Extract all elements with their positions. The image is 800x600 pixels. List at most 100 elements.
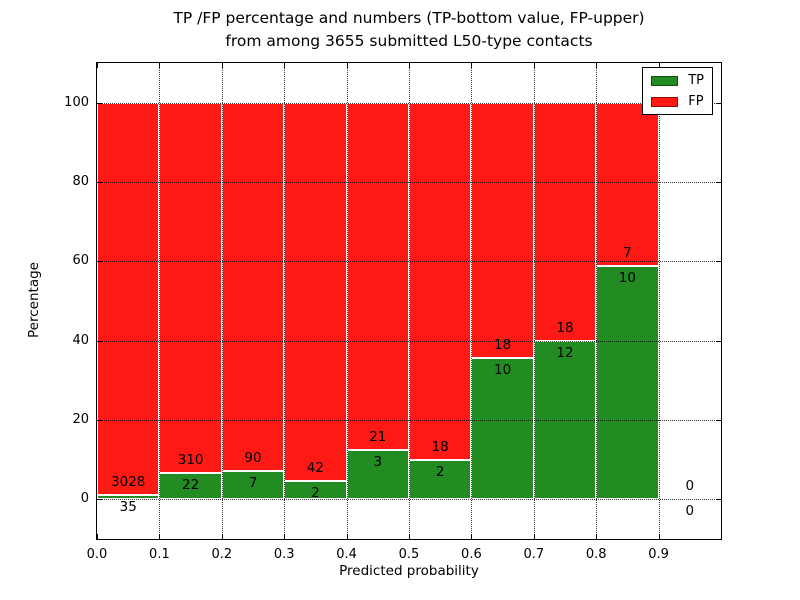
fp-bar: [596, 102, 659, 266]
fp-count-label: 18: [431, 438, 449, 455]
x-tick-label: 0.3: [273, 547, 295, 562]
x-tick-bottom: [97, 534, 98, 539]
x-tick-bottom: [658, 534, 660, 539]
x-tick-label: 0.7: [523, 547, 545, 562]
x-tick-top: [409, 63, 410, 68]
legend-swatch-tp: [651, 75, 679, 86]
x-gridline: [159, 63, 161, 539]
x-axis-label: Predicted probability: [339, 563, 479, 579]
x-tick-top: [346, 63, 348, 68]
x-tick-top: [533, 63, 535, 68]
tp-count-label: 2: [435, 463, 445, 480]
tp-count-label: 12: [556, 344, 574, 361]
y-tick-left: [97, 102, 102, 104]
x-tick-bottom: [596, 534, 598, 539]
x-gridline: [284, 63, 286, 539]
y-tick-label: 0: [80, 491, 89, 507]
y-tick-label: 100: [64, 94, 89, 110]
fp-count-label: 310: [177, 452, 204, 469]
y-tick-label: 60: [72, 253, 89, 269]
fp-bar: [97, 102, 160, 495]
fp-count-label: 18: [556, 319, 574, 336]
tp-count-label: 0: [685, 503, 695, 520]
x-gridline: [221, 63, 223, 539]
x-tick-top: [284, 63, 286, 68]
x-tick-label: 0.5: [398, 547, 420, 562]
legend-label-tp: TP: [688, 73, 704, 88]
plot-area: TP FP 3028 35 310 22 90 7 42 2 21 3 18 2 18 10 18 12 7 10 0…: [64, 62, 722, 562]
y-tick-label: 80: [72, 174, 89, 189]
fp-count-label: 21: [369, 428, 387, 445]
tp-bar: [159, 473, 222, 500]
x-tick-bottom: [221, 534, 223, 539]
x-tick-label: 0.8: [585, 547, 607, 562]
fp-bar: [346, 102, 409, 450]
x-tick-bottom: [159, 534, 161, 539]
y-tick-label: 40: [72, 332, 89, 348]
fp-bar: [471, 102, 534, 358]
fp-bar: [409, 102, 472, 460]
x-gridline: [658, 63, 660, 539]
x-tick-bottom: [533, 534, 535, 539]
x-gridline: [346, 63, 348, 539]
legend-row: FP: [651, 95, 704, 108]
y-tick-left: [97, 261, 102, 263]
y-tick-right: [716, 340, 721, 342]
y-tick-left: [97, 420, 102, 421]
tp-bar: [596, 266, 659, 500]
x-tick-top: [471, 63, 473, 68]
x-gridline: [409, 63, 410, 539]
fp-bar: [533, 102, 597, 341]
x-gridline: [533, 63, 535, 539]
fp-bar: [159, 102, 222, 474]
legend-swatch-fp: [651, 96, 679, 107]
x-gridline: [596, 63, 598, 539]
x-tick-top: [159, 63, 161, 68]
y-tick-left: [97, 499, 102, 501]
fp-count-label: 0: [685, 478, 695, 495]
x-tick-bottom: [284, 534, 286, 539]
y-tick-left: [97, 182, 102, 183]
x-tick-top: [221, 63, 223, 68]
fp-count-label: 90: [244, 449, 262, 466]
x-tick-label: 0.1: [149, 547, 170, 562]
tp-count-label: 10: [618, 270, 636, 286]
tp-count-label: 2: [311, 485, 320, 502]
x-tick-bottom: [346, 534, 348, 539]
tp-count-label: 3: [373, 453, 383, 470]
fp-count-label: 18: [494, 336, 512, 353]
fp-count-label: 42: [306, 460, 324, 477]
y-tick-right: [716, 420, 721, 421]
x-tick-top: [596, 63, 598, 68]
tp-count-label: 10: [494, 361, 512, 378]
x-tick-bottom: [409, 534, 410, 539]
tp-count-label: 22: [182, 477, 200, 494]
chart-title-line2: from among 3655 submitted L50-type conta…: [225, 32, 593, 50]
x-tick-label: 0.9: [648, 547, 669, 562]
legend-label-fp: FP: [688, 94, 704, 109]
x-tick-label: 0.2: [211, 547, 233, 562]
chart-title: TP /FP percentage and numbers (TP-bottom…: [96, 7, 722, 53]
y-tick-label: 20: [72, 412, 89, 427]
legend: TP FP: [642, 67, 713, 115]
x-tick-label: 0.4: [336, 547, 357, 562]
x-tick-top: [658, 63, 660, 68]
tp-count-label: 7: [248, 474, 258, 491]
tp-count-label: 35: [119, 498, 137, 515]
tp-bar: [97, 494, 160, 500]
y-tick-left: [97, 340, 102, 342]
y-tick-right: [716, 261, 721, 263]
y-axis-label: Percentage: [26, 262, 42, 338]
fp-bar: [284, 102, 347, 482]
x-gridline: [471, 63, 473, 539]
chart-title-line1: TP /FP percentage and numbers (TP-bottom…: [173, 9, 645, 27]
y-tick-right: [716, 182, 721, 183]
x-tick-bottom: [471, 534, 473, 539]
x-tick-label: 0.0: [86, 547, 108, 562]
tp-bar: [471, 357, 534, 500]
fp-count-label: 7: [623, 245, 632, 261]
legend-row: TP: [651, 74, 704, 87]
x-tick-top: [97, 63, 98, 68]
y-tick-right: [716, 102, 721, 104]
